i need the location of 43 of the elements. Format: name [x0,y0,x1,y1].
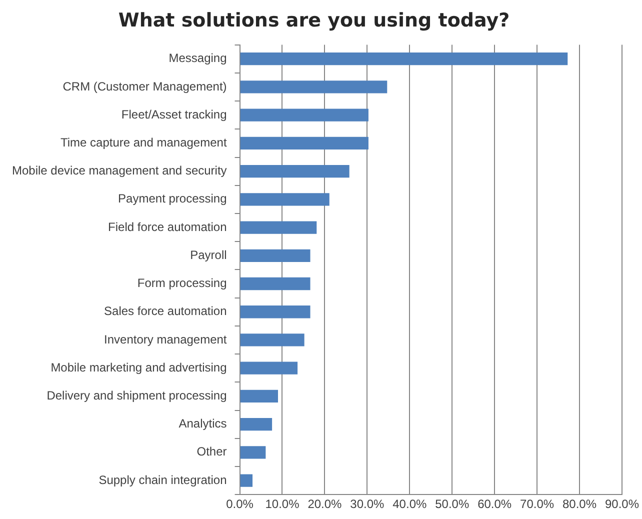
x-tick-label: 70.0% [520,497,554,512]
y-tick-label: Other [196,444,227,459]
y-tick-label: Delivery and shipment processing [46,388,227,403]
bar [240,418,272,431]
bar [240,108,368,122]
x-tick-label: 80.0% [562,497,597,512]
y-tick-label: Fleet/Asset tracking [121,107,227,122]
bar [240,362,298,374]
y-tick-label: Form processing [137,276,227,290]
x-tick-label: 50.0% [435,497,470,512]
y-tick-label: Analytics [178,416,227,431]
y-tick-label: Payment processing [118,192,227,206]
x-tick-label: 40.0% [392,497,427,512]
bar [240,80,388,94]
y-tick-label: Supply chain integration [98,472,227,487]
y-tick-label: Inventory management [104,332,228,346]
chart-title: What solutions are you using today? [118,9,510,32]
y-tick-label: CRM (Customer Management) [62,79,227,94]
y-tick-label: Messaging [168,51,227,66]
bar [240,306,310,318]
bar [240,221,317,234]
bar [240,52,568,66]
bar [240,164,350,178]
y-tick-label: Field force automation [108,220,227,234]
y-tick-label: Payroll [190,248,227,262]
x-tick-label: 90.0% [604,497,640,512]
y-tick-label: Sales force automation [104,304,227,318]
x-tick-label: 60.0% [478,497,512,512]
x-tick-label: 0.0% [226,497,254,512]
bar [240,390,278,403]
y-tick-label: Mobile device management and security [12,164,227,178]
bar [240,334,304,346]
bar [240,136,368,150]
x-tick-label: 20.0% [308,497,342,512]
bar [240,249,310,262]
bar [240,474,253,487]
bar [240,446,266,459]
y-tick-label: Time capture and management [60,136,228,150]
x-tick-label: 30.0% [350,497,385,512]
x-tick-label: 10.0% [265,497,300,512]
bar [240,193,330,206]
y-tick-label: Mobile marketing and advertising [50,360,227,374]
bar [240,277,310,290]
